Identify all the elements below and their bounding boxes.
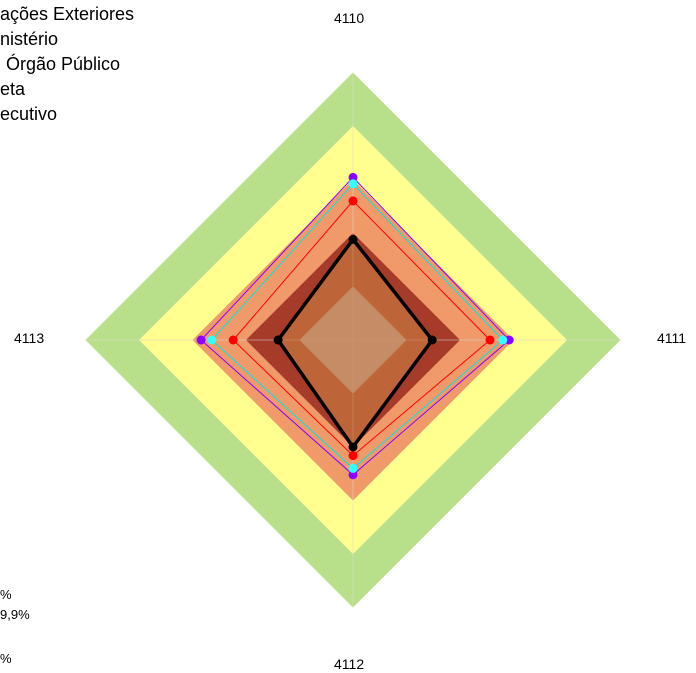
axis-label-bottom: 4112 — [334, 656, 364, 672]
series-3-point-4111 — [486, 336, 495, 345]
series-4-point-4112 — [349, 443, 358, 452]
legend-item-1: ações Exteriores — [0, 2, 134, 27]
series-2-point-4113 — [207, 336, 216, 345]
series-3-point-4110 — [349, 196, 358, 205]
series-2-point-4112 — [349, 464, 358, 473]
series-1-point-4113 — [197, 336, 206, 345]
note-2: 9,9% — [0, 607, 30, 622]
series-2-point-4110 — [349, 179, 358, 188]
series-4-point-4111 — [428, 336, 437, 345]
series-3-point-4113 — [229, 336, 238, 345]
series-2-point-4111 — [498, 336, 507, 345]
series-4-point-4113 — [274, 336, 283, 345]
legend-item-4: eta — [0, 77, 25, 102]
axis-label-top: 4110 — [334, 10, 364, 26]
axis-label-left: 4113 — [14, 330, 44, 346]
series-4-point-4110 — [349, 235, 358, 244]
legend-item-5: ecutivo — [0, 102, 57, 127]
axis-label-right: 4111 — [657, 330, 686, 346]
note-1: % — [0, 587, 12, 602]
legend-item-2: nistério — [0, 27, 58, 52]
series-3-point-4112 — [349, 451, 358, 460]
note-3: % — [0, 651, 12, 666]
legend-item-3: Órgão Público — [6, 52, 120, 77]
